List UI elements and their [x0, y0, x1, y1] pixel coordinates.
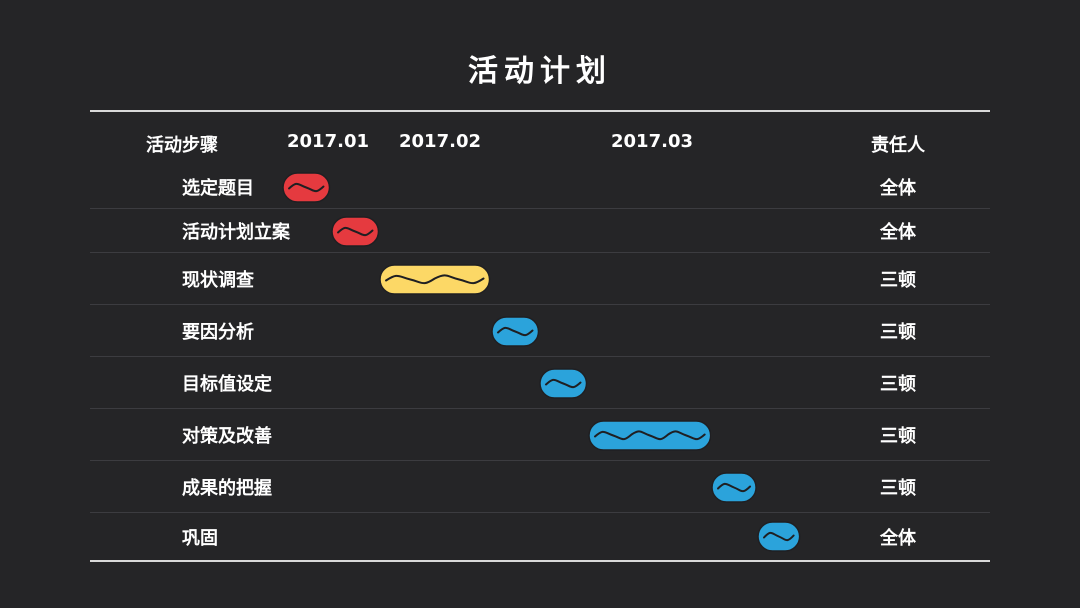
- timeline-bar: [757, 521, 801, 552]
- owner-label: 全体: [880, 178, 916, 199]
- bar-wave: [763, 531, 795, 542]
- row-divider: [90, 304, 990, 305]
- row-divider: [90, 460, 990, 461]
- header-month-1: 2017.01: [287, 131, 369, 152]
- timeline-bar: [330, 215, 379, 247]
- gantt-row: 成果的把握 三顿: [90, 461, 990, 513]
- bar-wave: [545, 378, 582, 388]
- gantt-row: 对策及改善 三顿: [90, 409, 990, 461]
- owner-label: 三顿: [880, 478, 916, 499]
- gantt-row: 活动计划立案 全体: [90, 209, 990, 253]
- gantt-row: 要因分析 三顿: [90, 305, 990, 357]
- row-divider: [90, 208, 990, 209]
- row-divider: [90, 408, 990, 409]
- timeline-bar: [282, 171, 331, 203]
- bar-wave: [593, 429, 706, 440]
- row-divider: [90, 252, 990, 253]
- header-month-3: 2017.03: [611, 131, 693, 152]
- owner-label: 三顿: [880, 374, 916, 395]
- owner-label: 三顿: [880, 426, 916, 447]
- owner-label: 全体: [880, 527, 916, 549]
- bar-wave: [717, 482, 752, 492]
- bar-wave: [336, 226, 373, 236]
- row-divider: [90, 512, 990, 513]
- timeline-bar: [711, 471, 758, 503]
- top-rule: [90, 110, 990, 112]
- timeline-bar: [587, 419, 711, 451]
- row-divider: [90, 356, 990, 357]
- header-month-2: 2017.02: [399, 131, 481, 152]
- page-title: 活动计划: [468, 54, 612, 89]
- gantt-row: 选定题目 全体: [90, 165, 990, 209]
- timeline-bar: [379, 263, 491, 295]
- timeline-bar: [490, 315, 539, 347]
- bottom-rule: [90, 560, 990, 562]
- owner-label: 三顿: [880, 322, 916, 343]
- gantt-row: 目标值设定 三顿: [90, 357, 990, 409]
- header-activity: 活动步骤: [146, 135, 218, 156]
- owner-label: 三顿: [880, 270, 916, 291]
- timeline-bar: [539, 367, 588, 399]
- header-owner: 责任人: [871, 135, 925, 156]
- bar-wave: [496, 326, 534, 336]
- owner-label: 全体: [880, 222, 916, 243]
- gantt-row: 现状调查 三顿: [90, 253, 990, 305]
- gantt-row: 巩固 全体: [90, 513, 990, 560]
- bar-wave: [288, 182, 325, 192]
- bar-wave: [385, 273, 485, 284]
